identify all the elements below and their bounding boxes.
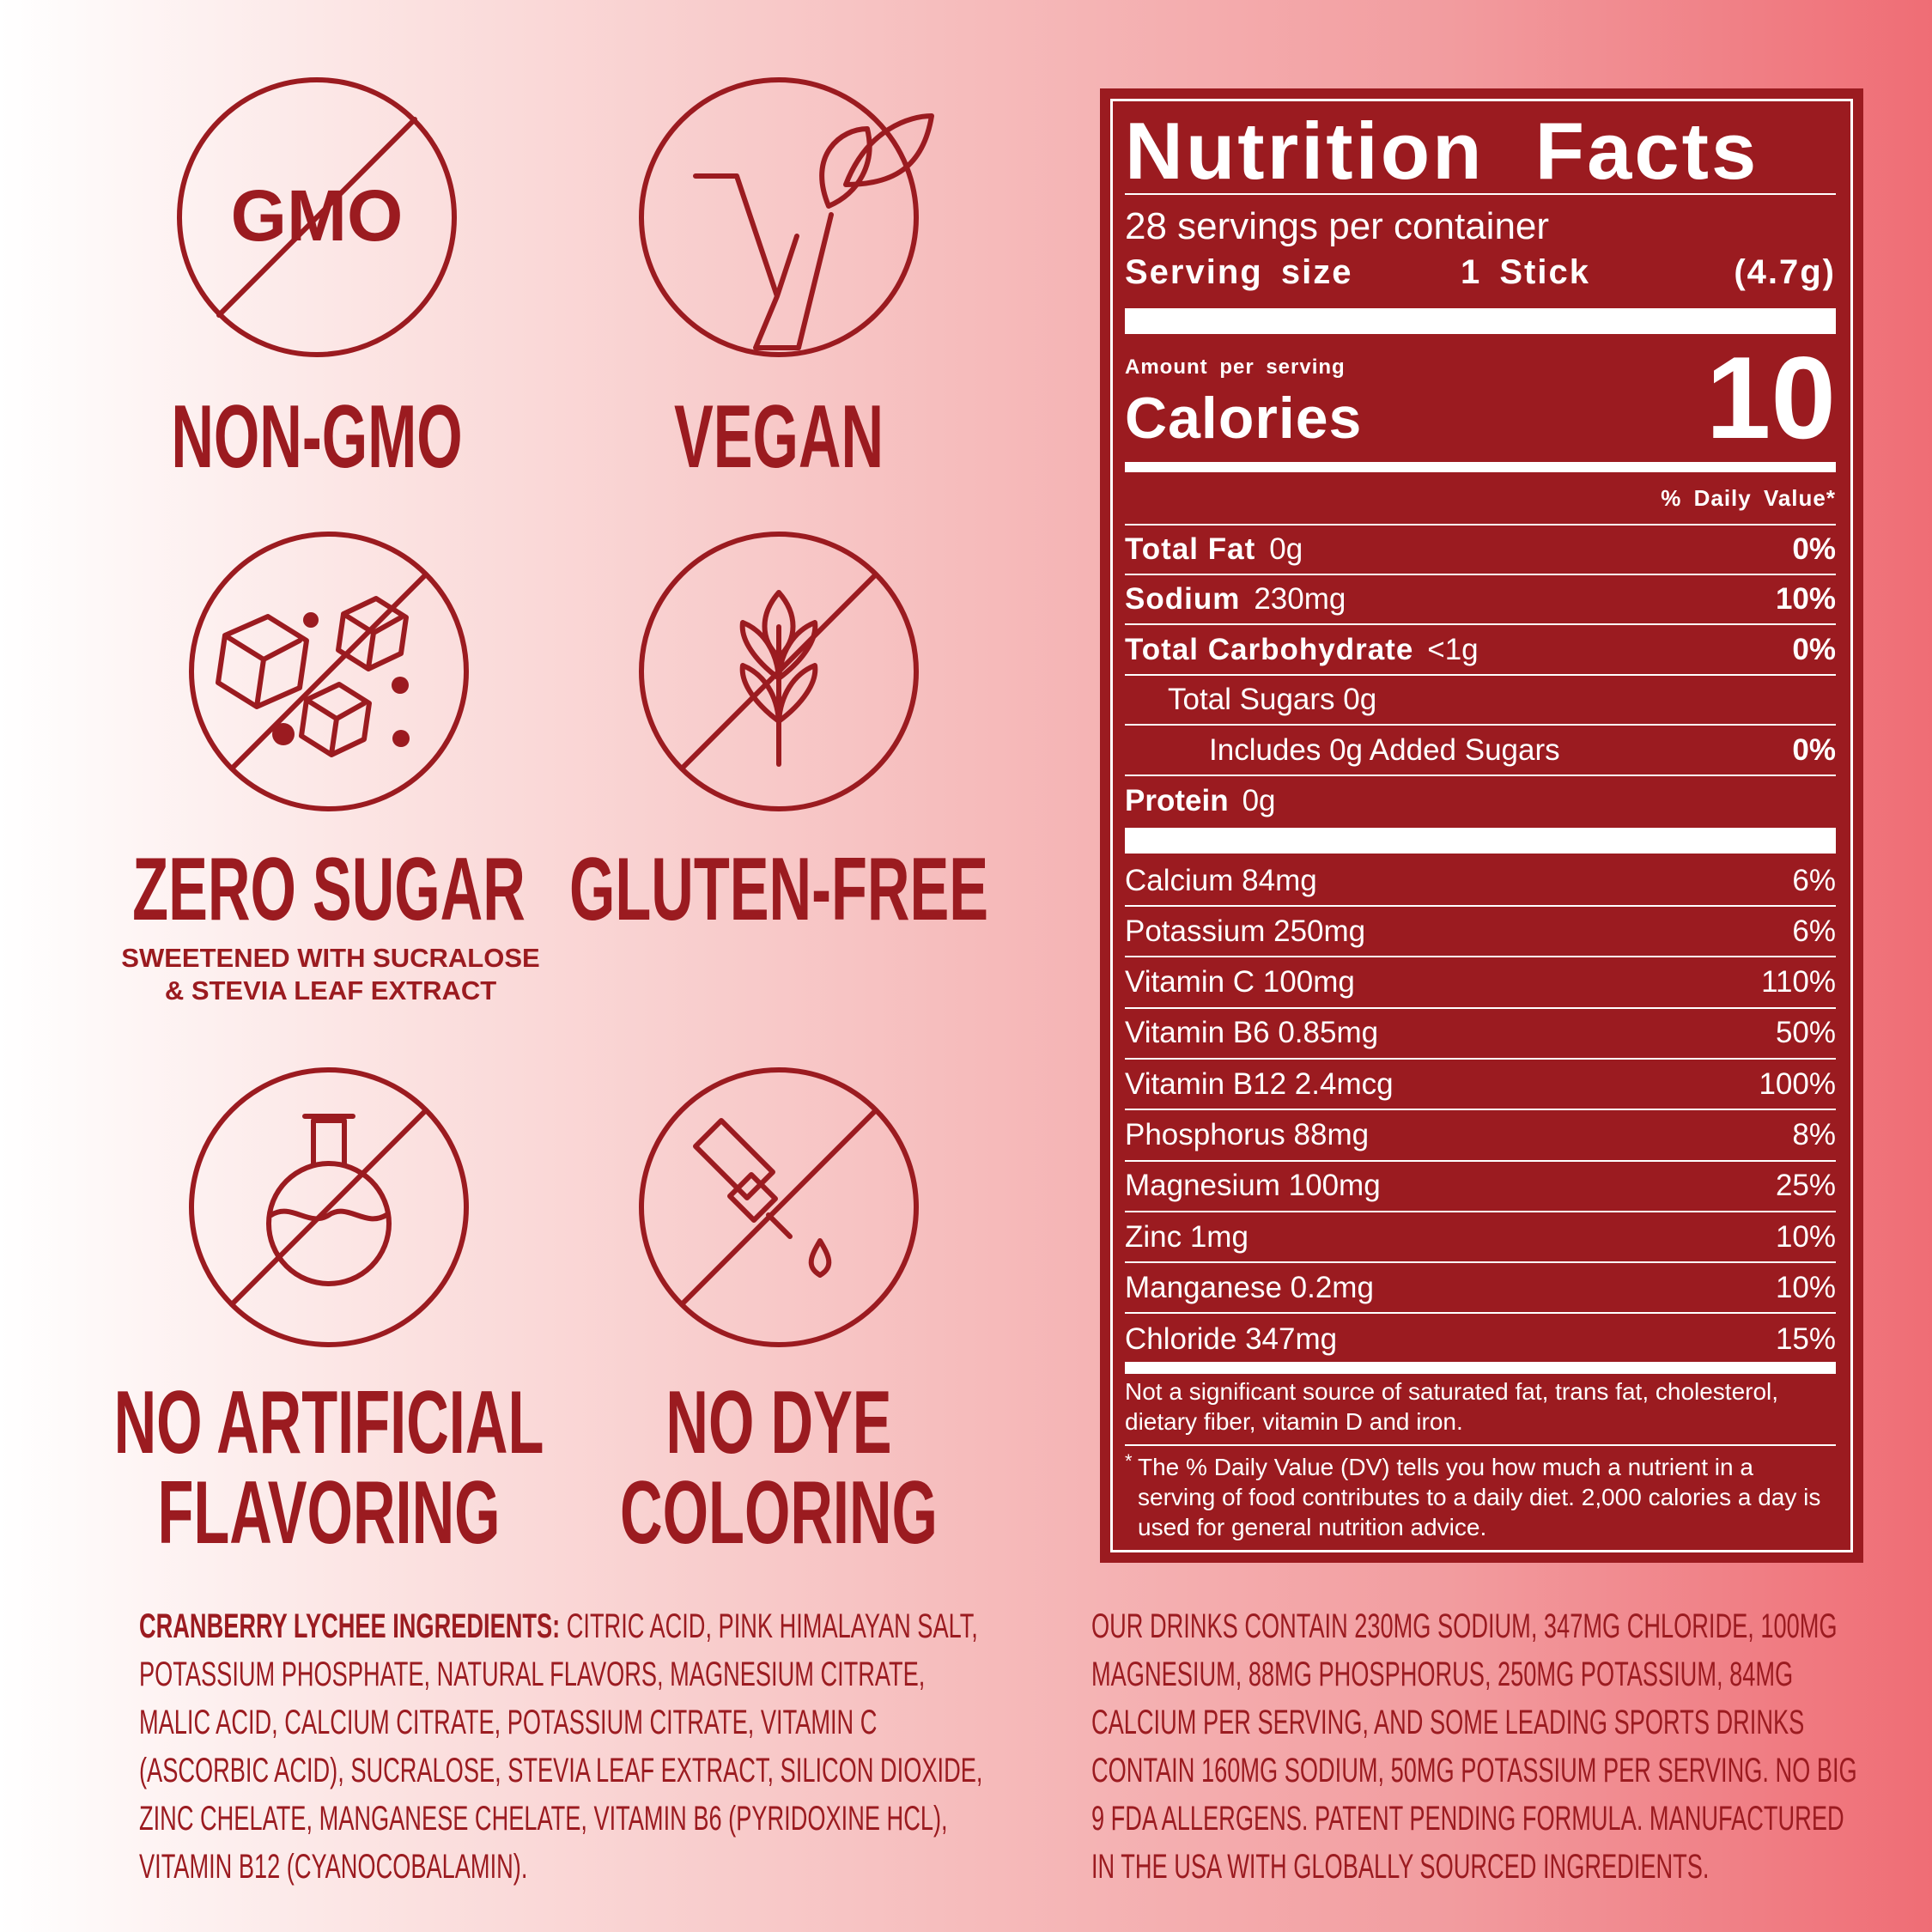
amount-per-serving: Amount per serving: [1125, 355, 1346, 379]
ingredients-text: CITRIC ACID, PINK HIMALAYAN SALT, POTASS…: [139, 1607, 983, 1886]
badge-title: ZERO SUGAR: [132, 840, 526, 939]
vitamin-row: Chloride 347mg 15%: [1125, 1315, 1836, 1365]
vitamin-text: Chloride 347mg: [1125, 1322, 1338, 1357]
vitamin-row: Vitamin C 100mg 110%: [1125, 958, 1836, 1009]
vitamin-text: Phosphorus 88mg: [1125, 1118, 1370, 1151]
vitamin-text: Vitamin B6 0.85mg: [1125, 1016, 1379, 1050]
protein-amount: 0g: [1242, 784, 1276, 817]
serving-size-label: Serving size: [1125, 253, 1353, 291]
nutrient-dv: 0%: [1792, 532, 1836, 566]
dv-header: % Daily Value*: [1661, 485, 1836, 511]
nutrient-name: Total Fat: [1125, 532, 1256, 566]
medium-rule: [1125, 1362, 1836, 1374]
vitamin-dv: 25%: [1775, 1169, 1836, 1203]
servings: 28 servings per container: [1125, 205, 1550, 247]
vitamin-dv: 10%: [1775, 1270, 1836, 1304]
sugars: Total Sugars 0g: [1168, 683, 1377, 717]
vitamin-text: Manganese 0.2mg: [1125, 1270, 1374, 1304]
calories-label: Calories: [1125, 386, 1363, 451]
nutrition-panel: Nutrition Facts 28 servings per containe…: [1100, 88, 1863, 1563]
footnote-star: *: [1125, 1450, 1133, 1472]
serving-weight: (4.7g): [1734, 253, 1836, 291]
rule: [1125, 193, 1836, 195]
vitamin-dv: 50%: [1775, 1016, 1836, 1050]
badge-title: COLORING: [620, 1463, 938, 1563]
vitamin-dv: 100%: [1759, 1066, 1836, 1101]
vitamin-row: Phosphorus 88mg 8%: [1125, 1111, 1836, 1162]
vitamin-row: Calcium 84mg 6%: [1125, 856, 1836, 907]
vitamin-dv: 6%: [1792, 863, 1836, 897]
badge-subtitle: SWEETENED WITH SUCRALOSE: [121, 943, 540, 973]
vitamin-text: Calcium 84mg: [1125, 863, 1317, 897]
nutrient-amount: <1g: [1427, 632, 1479, 666]
footer-text: OUR DRINKS CONTAIN 230MG SODIUM, 347MG C…: [1091, 1607, 1857, 1886]
nutrient-dv: 10%: [1775, 582, 1836, 617]
medium-rule: [1125, 462, 1836, 472]
badge-subtitle: & STEVIA LEAF EXTRACT: [164, 975, 497, 1005]
vitamin-text: Vitamin C 100mg: [1125, 965, 1355, 999]
nutrient-dv: 0%: [1792, 632, 1836, 666]
badge-title: FLAVORING: [157, 1463, 501, 1563]
vitamin-dv: 110%: [1761, 965, 1836, 999]
ingredients-label: CRANBERRY LYCHEE INGREDIENTS:: [139, 1607, 561, 1645]
gmo-text: GMO: [231, 175, 404, 256]
footnote: Not a significant source of saturated fa…: [1125, 1378, 1779, 1435]
nutrient-name: Total Carbohydrate: [1125, 632, 1414, 666]
badge-icons: GMO: [177, 77, 934, 1347]
rule: [1125, 524, 1836, 526]
vitamin-row: Zinc 1mg 10%: [1125, 1212, 1836, 1264]
vitamin-dv: 10%: [1775, 1219, 1836, 1254]
badge-title: NO DYE: [665, 1373, 892, 1473]
nutrient-row: Total Carbohydrate <1g 0%: [1125, 626, 1836, 676]
added-sugars-dv: 0%: [1792, 732, 1836, 767]
ingredients: CRANBERRY LYCHEE INGREDIENTS: CITRIC ACI…: [139, 1602, 986, 1891]
vitamin-text: Potassium 250mg: [1125, 914, 1366, 948]
panel-frame: [1110, 99, 1853, 1552]
calories-value: 10: [1705, 332, 1836, 463]
serving-size: 1 Stick: [1461, 253, 1590, 291]
thick-rule: [1125, 308, 1836, 334]
footnote: The % Daily Value (DV) tells you how muc…: [1138, 1454, 1821, 1540]
thick-rule: [1125, 828, 1836, 854]
vitamin-row: Potassium 250mg 6%: [1125, 907, 1836, 958]
badge-title: GLUTEN-FREE: [568, 840, 989, 939]
nutrient-row: Total Fat 0g 0%: [1125, 526, 1836, 575]
vitamin-text: Zinc 1mg: [1125, 1219, 1249, 1254]
vitamin-row: Vitamin B6 0.85mg 50%: [1125, 1009, 1836, 1060]
vitamin-row: Magnesium 100mg 25%: [1125, 1162, 1836, 1212]
vitamin-dv: 15%: [1775, 1322, 1836, 1357]
protein-name: Protein: [1125, 784, 1229, 817]
badge-title: VEGAN: [673, 387, 884, 487]
vitamin-text: Vitamin B12 2.4mcg: [1125, 1066, 1394, 1101]
badge-title: NO ARTIFICIAL: [113, 1373, 544, 1473]
vitamin-text: Magnesium 100mg: [1125, 1169, 1381, 1203]
nutrient-amount: 230mg: [1254, 582, 1346, 617]
rule: [1125, 1444, 1836, 1446]
nutrient-row: Includes 0g Added Sugars 0%: [1125, 726, 1836, 776]
vitamin-row: Vitamin B12 2.4mcg 100%: [1125, 1060, 1836, 1111]
nutrition-title: Nutrition Facts: [1125, 106, 1759, 196]
nutrient-row: Total Sugars 0g: [1125, 676, 1836, 726]
vitamin-dv: 8%: [1792, 1118, 1836, 1151]
vitamin-row: Manganese 0.2mg 10%: [1125, 1263, 1836, 1315]
nutrient-row: Sodium 230mg 10%: [1125, 575, 1836, 626]
badge-title: NON-GMO: [171, 387, 463, 487]
nutrient-row: Protein 0g: [1125, 776, 1836, 826]
vitamin-dv: 6%: [1792, 914, 1836, 948]
nutrient-amount: 0g: [1269, 532, 1303, 566]
nutrient-name: Sodium: [1125, 582, 1241, 617]
added-sugars: Includes 0g Added Sugars: [1209, 732, 1560, 767]
